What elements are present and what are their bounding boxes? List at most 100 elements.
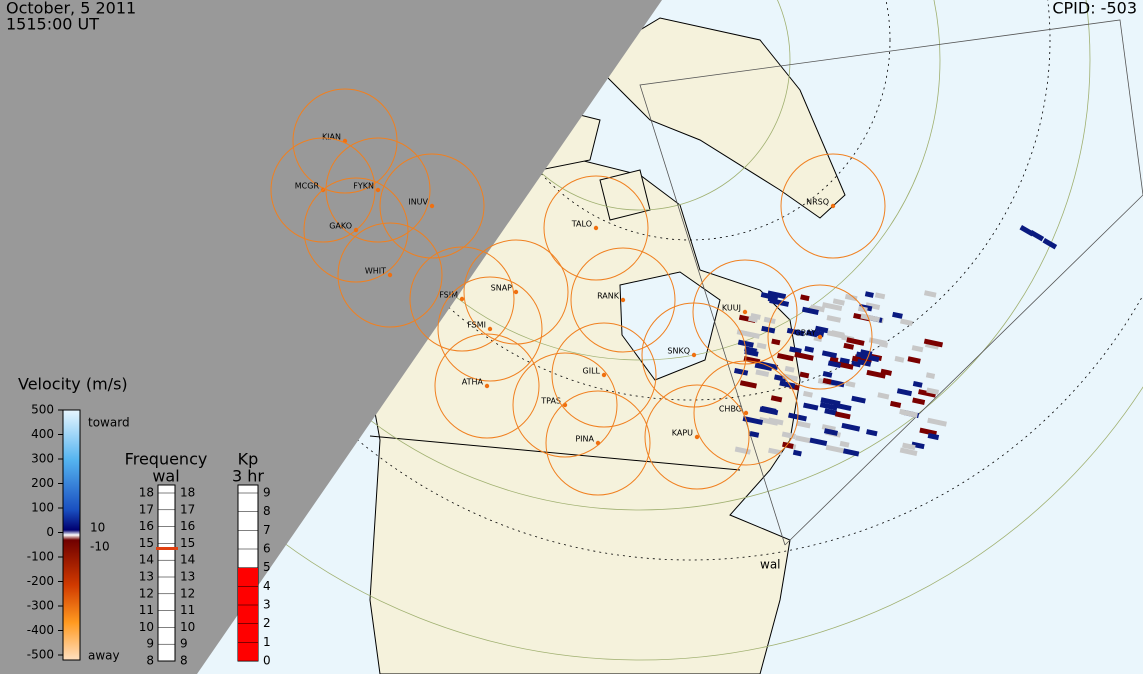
radar-cell xyxy=(865,302,881,311)
kp-tick-label: 1 xyxy=(263,635,271,649)
radar-cell xyxy=(822,371,833,378)
radar-cell xyxy=(763,316,776,325)
radar-cell xyxy=(911,441,925,450)
station-label: FYKN xyxy=(353,182,374,191)
toward-label: toward xyxy=(88,416,130,430)
station-dot xyxy=(487,326,493,332)
lower-threshold: -10 xyxy=(90,540,110,554)
station-label: KAPU xyxy=(672,429,693,438)
station-dot xyxy=(353,227,359,233)
kp-tick-label: 6 xyxy=(263,542,271,556)
frequency-tick-label: 12 xyxy=(139,586,154,600)
radar-cell xyxy=(907,356,921,364)
radar-cell xyxy=(809,437,828,447)
frequency-tick-label: 10 xyxy=(139,620,154,634)
velocity-tick-label: -400 xyxy=(27,623,54,637)
velocity-tick-label: -100 xyxy=(27,550,54,564)
station-range xyxy=(270,137,376,243)
station-label: SNKQ xyxy=(667,347,690,356)
station-dot xyxy=(387,272,393,278)
frequency-radar: wal xyxy=(152,467,179,486)
radar-cell xyxy=(868,337,887,346)
radar-cell xyxy=(912,380,923,388)
frequency-tick-label: 12 xyxy=(180,586,195,600)
radar-cell xyxy=(822,377,832,385)
radar-cell xyxy=(860,313,881,323)
station-range xyxy=(337,222,443,328)
frequency-tick-label: 8 xyxy=(180,654,188,668)
frequency-tick-label: 14 xyxy=(180,553,195,567)
frequency-tick-label: 13 xyxy=(139,570,154,584)
radar-cell xyxy=(756,342,767,350)
kp-tick-label: 9 xyxy=(263,486,271,500)
radar-cell xyxy=(823,428,838,436)
radar-cell xyxy=(771,338,781,346)
radar-cell xyxy=(926,387,940,395)
radar-cell xyxy=(834,411,851,420)
frequency-tick-label: 13 xyxy=(180,570,195,584)
radar-cell xyxy=(755,369,770,378)
radar-cell xyxy=(742,415,764,426)
radar-cell xyxy=(806,330,818,338)
station-range xyxy=(437,276,543,382)
station-range xyxy=(543,175,649,281)
frequency-tick-label: 9 xyxy=(180,637,188,651)
radar-cell xyxy=(925,372,936,379)
station-label: KUUJ xyxy=(722,304,741,313)
radar-cell xyxy=(799,371,810,379)
radar-cells xyxy=(733,225,1058,457)
velocity-tick-label: 100 xyxy=(31,501,54,515)
radar-cell xyxy=(857,359,872,367)
station-range xyxy=(545,390,651,496)
radar-cell xyxy=(1029,229,1045,242)
kp-title: Kp xyxy=(238,450,259,469)
radar-cell xyxy=(796,420,811,429)
radar-cell xyxy=(901,409,918,418)
radar-cell xyxy=(902,442,916,451)
away-label: away xyxy=(88,649,120,663)
kp-tick-label: 8 xyxy=(263,504,271,518)
radar-cell xyxy=(814,325,829,334)
station-dot xyxy=(484,383,490,389)
frequency-tick-label: 16 xyxy=(139,519,154,533)
radar-cell xyxy=(824,408,838,416)
station-range xyxy=(292,88,398,194)
frequency-tick-label: 17 xyxy=(139,502,154,516)
frequency-tick-label: 17 xyxy=(180,502,195,516)
radar-cell xyxy=(843,342,855,350)
velocity-tick-label: 500 xyxy=(31,403,54,417)
radar-cell xyxy=(874,292,886,300)
station-label: GAKO xyxy=(329,222,352,231)
station-label: CHBG xyxy=(719,405,742,414)
station-dot xyxy=(830,203,836,209)
kp-period: 3 hr xyxy=(232,467,264,486)
stations: KIAN MCGR FYKN GAKO INUV WHIT FSIM SNAP FSMI ATHA… xyxy=(270,88,886,496)
station-dot xyxy=(593,225,599,231)
radar-cell xyxy=(733,367,749,376)
velocity-tick-label: -200 xyxy=(27,574,54,588)
radar-cell xyxy=(745,331,761,339)
radar-cell xyxy=(851,395,866,404)
station-label: FSIM xyxy=(439,291,458,300)
radar-cell xyxy=(784,365,795,373)
station-label: WHIT xyxy=(365,267,386,276)
station-range xyxy=(644,384,750,490)
radar-cell xyxy=(839,440,850,448)
radar-cell xyxy=(866,429,878,437)
kp-tick-label: 2 xyxy=(263,616,271,630)
radar-cell xyxy=(899,447,918,456)
radar-cell xyxy=(739,380,757,389)
station-range xyxy=(409,246,515,352)
radar-cell xyxy=(826,315,842,323)
radar-cell xyxy=(841,422,861,432)
station-label: PINA xyxy=(575,435,594,444)
radar-cell xyxy=(770,395,783,403)
station-label: GBAY xyxy=(795,329,817,338)
radar-cell xyxy=(767,417,784,426)
radar-cell xyxy=(880,368,893,376)
station-dot xyxy=(513,289,519,295)
radar-cell xyxy=(737,339,754,348)
radar-cell xyxy=(844,293,858,302)
frequency-tick-label: 15 xyxy=(180,536,195,550)
